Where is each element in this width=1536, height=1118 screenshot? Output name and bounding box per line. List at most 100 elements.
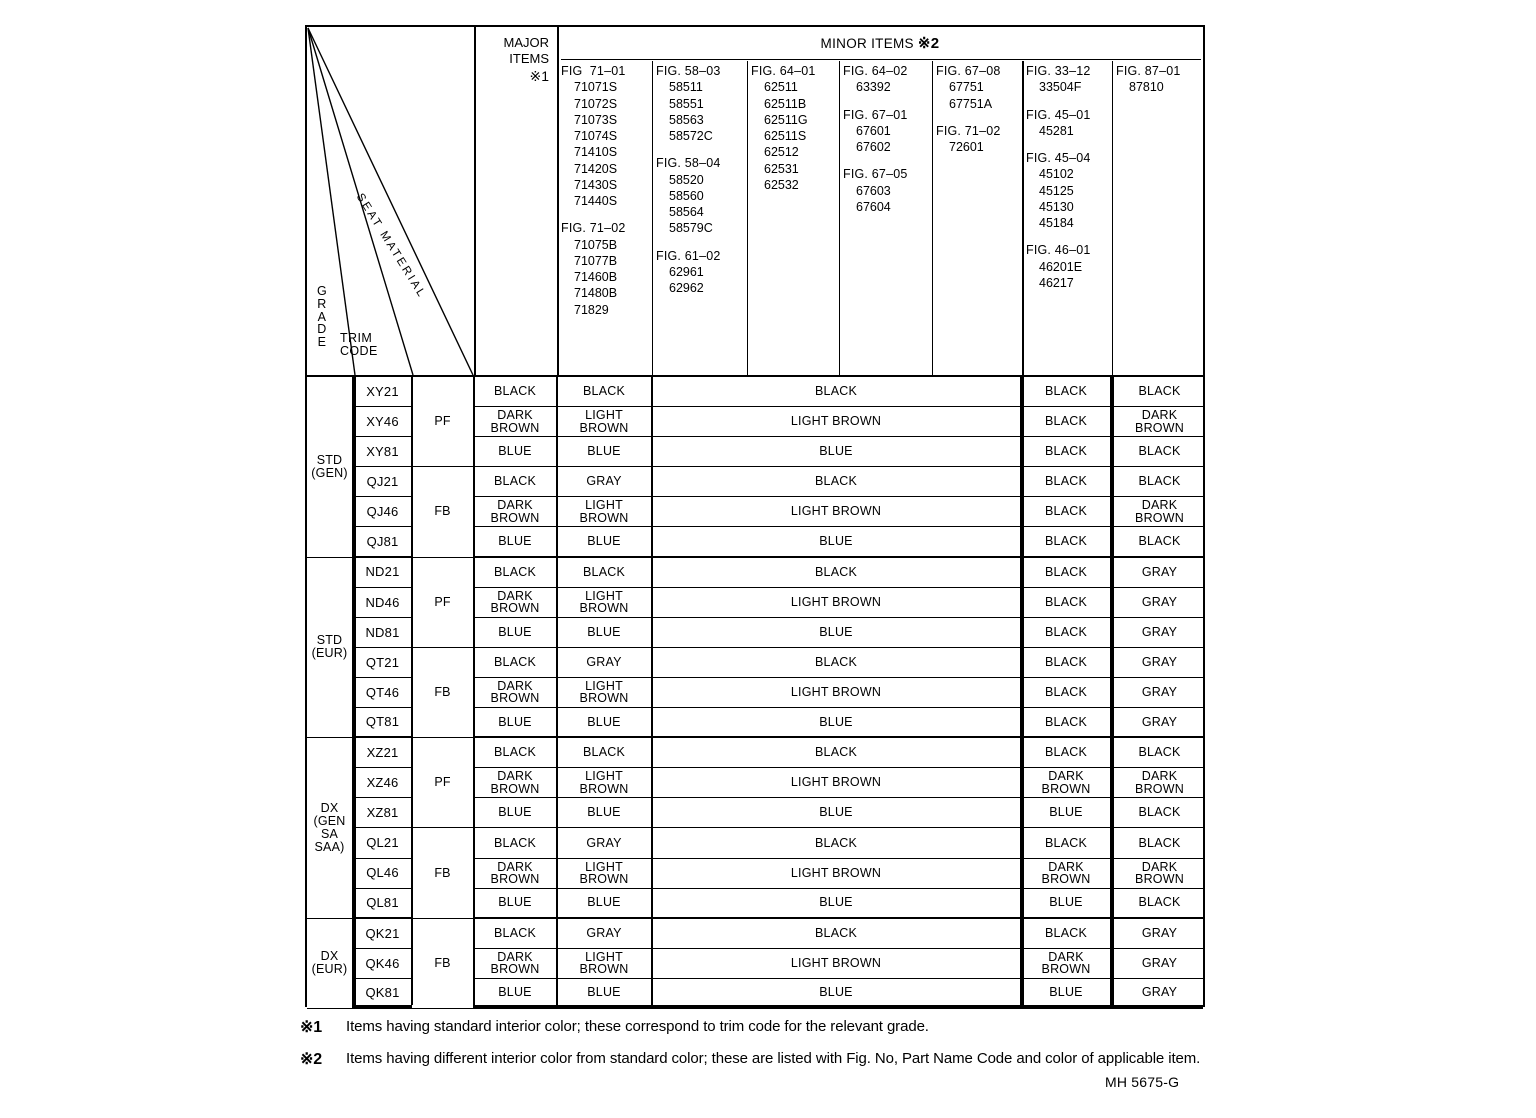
- fig-87-01-color-cell: BLACK: [1138, 745, 1181, 760]
- trim-code-cell: QT46: [354, 677, 412, 708]
- table-row: QT46 DARK BROWN LIGHT BROWN LIGHT BROWN BLACK G…: [307, 677, 1203, 709]
- cell-line: BROWN: [1041, 962, 1091, 977]
- cell-line: BROWN: [1135, 781, 1184, 796]
- minor-items-merged-color-cell: LIGHT BROWN: [652, 587, 1022, 617]
- part-number: 62531: [764, 161, 799, 176]
- table-row: QL21 BLACK GRAY BLACK BLACK BLACK: [307, 828, 1203, 859]
- figure-group-heading: FIG. 67–05: [843, 167, 908, 182]
- footnote-2-mark: ※2: [300, 1051, 323, 1068]
- cell-line: BROWN: [1135, 510, 1184, 525]
- part-number: 62511S: [764, 129, 807, 143]
- part-number: 58579C: [669, 221, 713, 236]
- minor-items-title: MINOR ITEMS ※2: [557, 34, 1203, 52]
- fig-33-12-color-cell: DARK BROWN: [1022, 858, 1112, 888]
- minor-items-merged-color-cell: BLUE: [652, 617, 1022, 647]
- cell-line: BROWN: [579, 420, 629, 435]
- minor-items-merged-color-cell: LIGHT BROWN: [652, 858, 1022, 888]
- major-items-color-cell: BLUE: [474, 437, 557, 467]
- part-number: 71074S: [574, 129, 618, 143]
- minor-items-merged-color-cell: BLACK: [652, 918, 1022, 948]
- material-group-label: PF: [434, 414, 451, 429]
- figure-group-gap: [656, 144, 747, 155]
- trim-code-cell: ND21: [354, 557, 412, 587]
- fig-33-12-color-cell: BLACK: [1022, 407, 1112, 437]
- table-row: QL46 DARK BROWN LIGHT BROWN LIGHT BROWN DARK BR…: [307, 858, 1203, 889]
- grade-axis-label: GRADE: [316, 284, 328, 349]
- fig-71-01-color-cell: LIGHT BROWN: [557, 948, 652, 978]
- major-items-color-cell: DARK BROWN: [474, 407, 557, 437]
- part-number: 71440S: [574, 194, 618, 208]
- cell-line: BROWN: [490, 781, 540, 796]
- footnote-2-text: Items having different interior color fr…: [346, 1050, 1201, 1067]
- figure-group-gap: [561, 209, 652, 220]
- fig-87-01-color-cell: BLACK: [1138, 805, 1181, 820]
- table-row: QJ46 DARK BROWN LIGHT BROWN LIGHT BROWN BLACK D…: [307, 497, 1203, 528]
- table-body: XY21 BLACK BLACK BLACK BLACK BLACK XY46 DARK BRO…: [307, 377, 1203, 1009]
- figure-column-fig-87-01: FIG. 87–01 87810: [1112, 61, 1207, 375]
- cell-line: DARK: [1048, 769, 1084, 784]
- major-items-color-cell: BLACK: [474, 647, 557, 677]
- cell-line: BROWN: [1135, 872, 1184, 886]
- material-group-label: FB: [434, 505, 450, 518]
- corner-diagonal-lines: [307, 27, 474, 375]
- fig-71-01-color-cell: BLACK: [557, 557, 652, 587]
- cell-line: LIGHT: [585, 769, 623, 784]
- fig-33-12-color-cell: DARK BROWN: [1022, 948, 1112, 978]
- minor-items-merged-color-cell: BLACK: [652, 647, 1022, 677]
- major-items-mark: ※1: [529, 67, 549, 84]
- figure-group-heading: FIG. 45–04: [1026, 151, 1091, 165]
- figure-group-gap: [1026, 139, 1112, 150]
- trim-code-cell: XZ81: [354, 798, 412, 828]
- fig-71-01-color-cell: GRAY: [557, 467, 652, 497]
- table-row: XZ21 BLACK BLACK BLACK BLACK BLACK: [307, 738, 1203, 769]
- trim-code-cell: XZ21: [354, 738, 412, 768]
- figure-column-fig-71-01: FIG 71–01 71071S 71072S 71073S 71074S 71410S 7…: [557, 61, 652, 375]
- cell-line: DARK: [497, 769, 533, 784]
- fig-71-01-color-cell: LIGHT BROWN: [557, 677, 652, 708]
- header-divider-3312: [1112, 61, 1113, 375]
- minor-items-merged-color-cell: BLACK: [652, 377, 1022, 407]
- minor-items-merged-color-cell: LIGHT BROWN: [652, 407, 1022, 437]
- fig-33-12-color-cell: BLUE: [1022, 798, 1112, 828]
- fig-71-01-color-cell: BLACK: [557, 377, 652, 407]
- body-divider-material: [474, 377, 475, 1005]
- span-line: PF: [434, 414, 451, 429]
- trim-code-cell: XY46: [354, 407, 412, 437]
- major-items-color-cell: DARK BROWN: [474, 768, 557, 798]
- fig-71-01-color-cell: BLUE: [557, 888, 652, 917]
- minor-items-merged-color-cell: LIGHT BROWN: [652, 677, 1022, 708]
- material-group-label: FB: [434, 956, 450, 970]
- trim-code-cell: QL81: [354, 888, 412, 917]
- fig-87-01-color-cell: DARK BROWN: [1112, 768, 1207, 797]
- span-line: (EUR): [311, 646, 348, 661]
- cell-line: LIGHT: [585, 949, 623, 964]
- figure-group-gap: [843, 96, 932, 107]
- part-number: 58560: [669, 188, 704, 203]
- table-rows-host: XY21 BLACK BLACK BLACK BLACK BLACK XY46 DARK BRO…: [307, 377, 1203, 1009]
- trim-code-cell: XY21: [354, 377, 412, 407]
- part-number: 58520: [669, 172, 704, 187]
- cell-line: BROWN: [579, 962, 629, 977]
- material-group-label: PF: [434, 776, 450, 789]
- figure-group-heading: FIG. 45–01: [1026, 107, 1091, 122]
- major-items-color-cell: BLACK: [474, 918, 557, 948]
- major-items-line1: MAJOR: [503, 35, 550, 50]
- major-items-color-cell: BLACK: [474, 467, 557, 497]
- major-items-color-cell: DARK BROWN: [474, 858, 557, 888]
- fig-33-12-color-cell: BLACK: [1022, 587, 1112, 617]
- fig-87-01-color-cell: GRAY: [1141, 955, 1178, 970]
- figure-group-heading: FIG. 67–01: [843, 107, 908, 122]
- part-number: 45281: [1039, 123, 1074, 138]
- trim-code-cell: QK46: [354, 948, 412, 978]
- minor-items-merged-color-cell: BLUE: [652, 798, 1022, 828]
- footnote-1-mark: ※1: [300, 1019, 323, 1036]
- cell-line: LIGHT: [585, 678, 623, 693]
- material-group-4: PF: [412, 738, 474, 828]
- header-divider-minor: [557, 27, 559, 375]
- major-items-line2: ITEMS: [509, 51, 549, 67]
- material-group-0: PF: [412, 377, 474, 467]
- span-line: FB: [434, 504, 451, 519]
- fig-71-01-color-cell: LIGHT BROWN: [557, 407, 652, 437]
- part-number: 71829: [574, 302, 609, 317]
- major-items-color-cell: BLUE: [474, 798, 557, 828]
